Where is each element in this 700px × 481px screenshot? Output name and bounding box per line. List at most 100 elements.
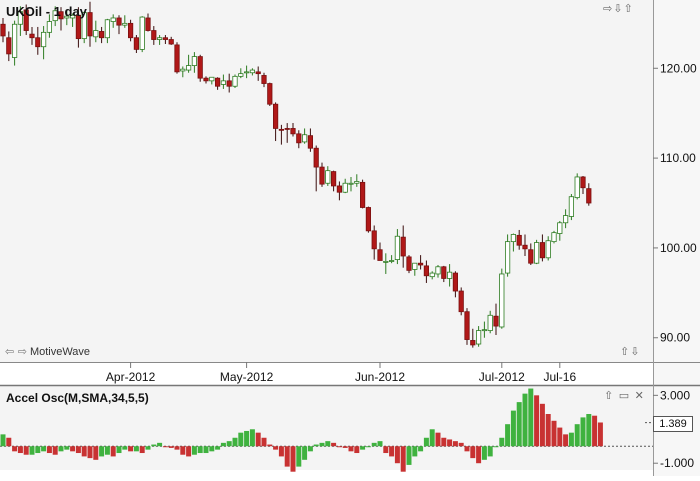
osc-bar-up bbox=[528, 388, 534, 447]
osc-bar-up bbox=[493, 446, 499, 448]
candle-down bbox=[365, 207, 372, 232]
osc-bar-up bbox=[360, 446, 366, 450]
candle-down bbox=[203, 77, 209, 82]
pan-arrows-icon[interactable]: ⇦ ⇨ bbox=[5, 345, 27, 358]
candle-up bbox=[574, 176, 580, 199]
osc-nav: ⇧ ▭ ✕ bbox=[604, 389, 645, 402]
candle-up bbox=[11, 23, 18, 58]
candle-down bbox=[261, 75, 267, 84]
arrow-up-icon[interactable]: ⇧ bbox=[623, 2, 634, 15]
candle-down bbox=[330, 171, 337, 187]
candle-up bbox=[435, 266, 441, 275]
candle-down bbox=[516, 234, 522, 246]
candle-down bbox=[580, 176, 586, 189]
candle-up bbox=[412, 262, 418, 270]
candle-down bbox=[87, 12, 93, 37]
x-tick-label: Apr-2012 bbox=[106, 370, 156, 384]
osc-bar-up bbox=[203, 446, 209, 454]
arrow-up-icon[interactable]: ⇧ bbox=[620, 345, 631, 358]
candle-down bbox=[151, 30, 157, 40]
osc-bar-up bbox=[586, 414, 592, 447]
osc-panel-title: Accel Osc(M,SMA,34,5,5) bbox=[6, 391, 149, 405]
candle-up bbox=[122, 22, 128, 26]
candle-up bbox=[481, 329, 488, 332]
osc-bar-up bbox=[232, 437, 238, 447]
osc-bar-down bbox=[342, 446, 348, 448]
osc-bar-down bbox=[336, 446, 342, 448]
osc-bar-down bbox=[75, 446, 81, 454]
candle-up bbox=[388, 260, 395, 262]
candle-up bbox=[70, 14, 76, 19]
price-panel-title: UKOil - 1 day bbox=[6, 4, 87, 19]
osc-bar-up bbox=[481, 446, 487, 460]
candle-up bbox=[348, 182, 354, 185]
osc-bar-up bbox=[365, 446, 371, 448]
candle-up bbox=[545, 240, 551, 259]
candle-up bbox=[475, 330, 482, 345]
osc-bar-down bbox=[348, 446, 354, 452]
candle-up bbox=[557, 222, 563, 234]
osc-bar-up bbox=[197, 446, 203, 454]
osc-bar-down bbox=[441, 437, 447, 447]
osc-bar-up bbox=[313, 444, 319, 447]
candle-up bbox=[243, 71, 250, 74]
arrow-down-icon[interactable]: ⇩ bbox=[630, 345, 641, 358]
osc-bar-down bbox=[383, 446, 389, 454]
osc-bar-up bbox=[516, 402, 522, 447]
osc-bar-up bbox=[412, 446, 418, 457]
watermark-text: MotiveWave bbox=[29, 346, 91, 358]
maximize-icon[interactable]: ▭ bbox=[618, 389, 631, 402]
osc-bar-down bbox=[261, 437, 267, 447]
osc-bar-down bbox=[17, 446, 23, 454]
osc-bar-down bbox=[400, 446, 406, 472]
osc-bar-down bbox=[545, 414, 551, 447]
osc-bar-down bbox=[12, 446, 18, 452]
candle-down bbox=[470, 340, 476, 346]
candle-down bbox=[371, 230, 377, 250]
osc-bar-up bbox=[0, 434, 6, 447]
candle-down bbox=[417, 262, 424, 266]
candle-down bbox=[319, 166, 325, 185]
osc-bar-up bbox=[522, 393, 528, 447]
arrow-down-icon[interactable]: ⇩ bbox=[613, 2, 624, 15]
watermark: ⇦ ⇨ MotiveWave bbox=[5, 345, 90, 358]
osc-bar-up bbox=[319, 442, 325, 447]
osc-bar-down bbox=[331, 442, 337, 447]
osc-bar-down bbox=[389, 446, 395, 457]
osc-bar-up bbox=[505, 424, 511, 447]
arrow-up-icon[interactable]: ⇧ bbox=[604, 389, 615, 402]
x-tick-label: May-2012 bbox=[220, 370, 274, 384]
candle-up bbox=[93, 30, 99, 38]
osc-bar-down bbox=[93, 446, 99, 460]
osc-bar-up bbox=[133, 446, 139, 452]
candle-down bbox=[168, 39, 174, 45]
candle-down bbox=[255, 71, 261, 75]
osc-bar-up bbox=[64, 446, 70, 450]
candle-up bbox=[487, 314, 493, 331]
candle-down bbox=[313, 147, 319, 168]
osc-bar-up bbox=[244, 430, 250, 447]
candle-up bbox=[110, 17, 116, 22]
candle-up bbox=[156, 37, 163, 40]
arrow-right-icon[interactable]: ⇨ bbox=[603, 2, 614, 15]
scroll-nav: ⇧⇩ bbox=[620, 345, 640, 358]
osc-bar-down bbox=[110, 446, 116, 457]
osc-bar-down bbox=[168, 446, 174, 448]
candle-down bbox=[29, 33, 35, 39]
candle-down bbox=[214, 77, 221, 87]
candle-down bbox=[127, 22, 134, 39]
osc-bar-up bbox=[122, 446, 128, 450]
osc-bar-up bbox=[487, 446, 493, 457]
candle-down bbox=[174, 44, 180, 73]
close-icon[interactable]: ✕ bbox=[634, 389, 645, 402]
osc-bar-down bbox=[186, 446, 192, 457]
candle-up bbox=[446, 271, 453, 279]
candle-up bbox=[383, 260, 389, 263]
osc-bar-up bbox=[41, 446, 47, 452]
price-nav: ⇨⇩⇧ bbox=[603, 2, 634, 15]
candle-down bbox=[307, 135, 314, 149]
osc-bar-down bbox=[128, 446, 134, 452]
candle-up bbox=[342, 182, 348, 193]
candle-up bbox=[394, 235, 401, 260]
